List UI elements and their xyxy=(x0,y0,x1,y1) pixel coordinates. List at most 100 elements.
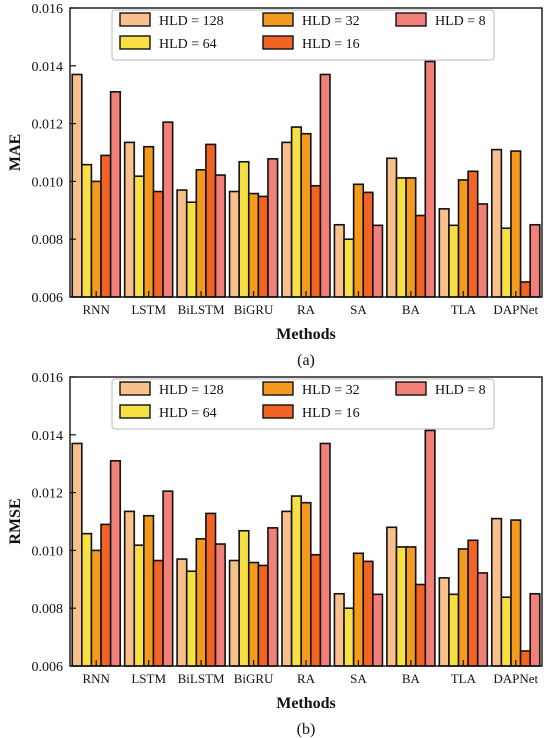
legend-swatch-128 xyxy=(119,381,151,396)
bar-bigru-16 xyxy=(257,195,269,298)
x-tick-label: RNN xyxy=(82,302,110,317)
x-axis-title: Methods xyxy=(276,695,336,712)
bar-dapnet-32 xyxy=(510,150,522,298)
bar-rnn-8 xyxy=(109,460,122,667)
bar-bigru-8 xyxy=(267,527,279,667)
bar-ba-64 xyxy=(395,546,407,667)
legend-label-8: HLD = 8 xyxy=(435,14,486,29)
bar-lstm-16 xyxy=(152,190,164,298)
bar-dapnet-8 xyxy=(529,223,541,298)
bar-dapnet-16 xyxy=(519,281,531,298)
bar-ra-16 xyxy=(309,184,322,298)
bar-dapnet-32 xyxy=(510,519,522,667)
bar-bigru-32 xyxy=(247,561,260,667)
x-tick-label: SA xyxy=(350,671,367,686)
bar-ba-16 xyxy=(414,214,427,298)
y-tick-label: 0.010 xyxy=(32,544,64,559)
bar-ba-8 xyxy=(424,60,436,298)
y-tick-label: 0.014 xyxy=(32,60,64,75)
y-tick-label: 0.006 xyxy=(32,291,64,306)
bar-dapnet-16 xyxy=(519,650,531,667)
bar-rnn-16 xyxy=(100,154,112,298)
x-tick-label: BA xyxy=(402,302,421,317)
rmse-bar-chart: 0.006 0.008 0.010 0.012 0.014 0.016 RNN LSTM BiL… xyxy=(7,371,543,738)
bar-dapnet-128 xyxy=(490,148,503,298)
bar-lstm-32 xyxy=(143,145,155,298)
bar-bilstm-8 xyxy=(214,543,226,667)
x-tick-label: BA xyxy=(402,671,421,686)
legend-swatch-8 xyxy=(395,381,427,396)
bar-sa-16 xyxy=(362,191,374,298)
bar-ba-128 xyxy=(386,157,398,298)
y-axis-title: MAE xyxy=(7,134,24,171)
bar-bilstm-16 xyxy=(205,512,217,667)
legend-swatch-64 xyxy=(119,35,151,50)
bar-rnn-8 xyxy=(109,91,122,298)
bar-bilstm-16 xyxy=(205,143,217,298)
bar-bigru-8 xyxy=(267,158,279,298)
bar-bigru-64 xyxy=(238,160,250,298)
panel-label: (a) xyxy=(297,352,315,369)
y-tick-label: 0.014 xyxy=(32,429,64,444)
x-tick-label: RA xyxy=(297,302,316,317)
bar-sa-64 xyxy=(343,238,355,298)
x-tick-label: BiGRU xyxy=(234,671,274,686)
legend-swatch-16 xyxy=(262,404,294,419)
bar-bilstm-32 xyxy=(195,538,207,667)
bar-lstm-64 xyxy=(133,544,145,667)
legend-label-64: HLD = 64 xyxy=(159,406,217,421)
bar-tla-32 xyxy=(457,179,469,298)
bar-lstm-128 xyxy=(123,141,136,298)
y-tick-label: 0.012 xyxy=(32,487,64,502)
bar-lstm-32 xyxy=(143,514,155,667)
legend-label-32: HLD = 32 xyxy=(302,383,360,398)
bar-tla-64 xyxy=(448,593,460,667)
bar-sa-128 xyxy=(333,592,345,667)
bar-lstm-64 xyxy=(133,175,145,298)
chart-panel-b: 0.006 0.008 0.010 0.012 0.014 0.016 RNN LSTM BiL… xyxy=(0,369,550,738)
y-tick-label: 0.010 xyxy=(32,175,64,190)
legend: HLD = 128 HLD = 64 HLD = 32 HLD = 16 HLD = 8 xyxy=(111,9,495,61)
bar-tla-32 xyxy=(457,548,469,667)
bar-ba-64 xyxy=(395,177,407,298)
panel-label: (b) xyxy=(297,721,316,738)
bar-sa-8 xyxy=(372,224,384,298)
legend-swatch-32 xyxy=(262,381,294,396)
x-tick-label: DAPNet xyxy=(493,302,538,317)
x-tick-label: TLA xyxy=(451,671,477,686)
bar-rnn-128 xyxy=(71,73,83,298)
legend-label-16: HLD = 16 xyxy=(302,406,360,421)
legend-swatch-128 xyxy=(119,12,151,27)
x-tick-label: RA xyxy=(297,671,316,686)
bar-tla-128 xyxy=(438,577,450,667)
bar-dapnet-64 xyxy=(500,227,512,298)
x-tick-label: BiLSTM xyxy=(178,671,225,686)
bar-ra-32 xyxy=(300,132,312,298)
bar-rnn-64 xyxy=(81,532,93,667)
y-tick-label: 0.008 xyxy=(32,602,64,617)
bar-dapnet-8 xyxy=(529,592,541,667)
bar-ra-8 xyxy=(319,442,331,667)
y-tick-label: 0.016 xyxy=(32,371,64,386)
bar-ba-8 xyxy=(424,429,436,667)
legend-label-32: HLD = 32 xyxy=(302,14,360,29)
bar-rnn-128 xyxy=(71,442,83,667)
bar-ra-128 xyxy=(281,510,293,667)
bar-ra-64 xyxy=(290,126,303,298)
bar-sa-32 xyxy=(352,183,365,298)
bar-bigru-32 xyxy=(247,192,260,298)
bar-bilstm-32 xyxy=(195,169,207,298)
legend-swatch-16 xyxy=(262,35,294,50)
bar-tla-8 xyxy=(476,572,489,667)
bar-ba-128 xyxy=(386,526,398,667)
bar-bigru-64 xyxy=(238,529,250,667)
bar-rnn-16 xyxy=(100,523,112,667)
x-tick-label: SA xyxy=(350,302,367,317)
y-tick-label: 0.008 xyxy=(32,233,64,248)
bar-dapnet-64 xyxy=(500,596,512,667)
x-tick-label: DAPNet xyxy=(493,671,538,686)
bar-sa-32 xyxy=(352,552,365,667)
bar-bilstm-64 xyxy=(185,201,198,298)
x-tick-label: BiGRU xyxy=(234,302,274,317)
y-tick-label: 0.006 xyxy=(32,660,64,675)
